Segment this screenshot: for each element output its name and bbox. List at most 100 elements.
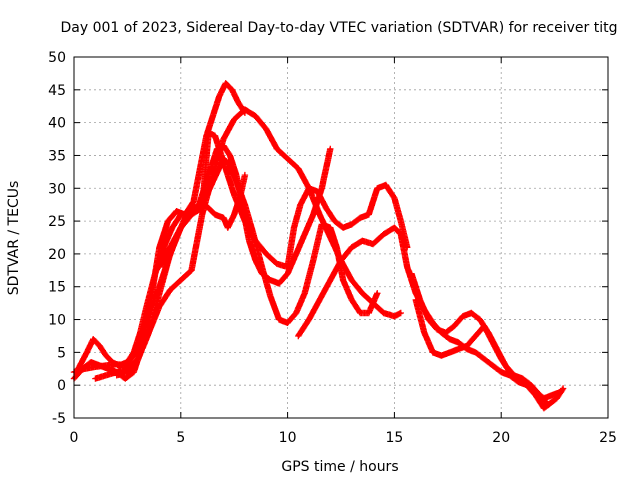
data-point [474,351,477,354]
data-point [294,311,298,315]
series-arc-6 [156,129,411,271]
y-tick-label: 30 [48,181,66,197]
data-point [500,357,503,361]
y-tick-label: 20 [48,247,66,263]
data-point [297,334,300,338]
data-point [243,219,247,223]
data-point [367,213,370,216]
data-point [371,301,375,305]
data-point [491,364,494,367]
data-point [339,259,343,262]
data-point [561,387,565,390]
data-point [277,282,281,285]
data-point [500,370,503,374]
data-point [211,114,215,118]
data-point [265,252,268,256]
data-point [478,318,482,321]
data-point [98,364,101,367]
y-tick-label: 45 [48,83,66,99]
data-point [132,351,136,354]
data-point [297,167,300,170]
data-point [235,180,238,183]
data-point [399,219,403,223]
data-point [166,219,170,223]
data-point [168,288,172,292]
data-point [211,173,215,177]
data-point [444,331,447,334]
x-tick-label: 10 [279,430,297,446]
y-tick-label: 10 [48,313,66,329]
data-point [254,239,257,242]
data-point [89,361,93,364]
data-point [414,298,417,302]
data-point [457,341,460,344]
data-point [265,128,268,131]
chart-title: Day 001 of 2023, Sidereal Day-to-day VTE… [61,20,618,36]
x-tick-label: 5 [176,430,185,446]
data-point [126,361,129,364]
data-point [299,203,302,206]
data-point [376,292,379,295]
data-point [427,318,430,321]
data-point [179,278,182,282]
data-point [269,295,272,298]
data-point [307,187,311,190]
data-point [453,324,456,328]
data-point [230,88,234,92]
y-tick-label: 0 [57,378,66,394]
data-point [382,233,385,236]
data-point [393,196,396,200]
data-point [132,370,136,374]
data-point [418,298,422,302]
data-point [275,262,279,265]
data-point [149,298,153,302]
data-point [228,154,232,157]
data-point [207,206,210,210]
data-point [406,265,409,269]
data-point [111,361,114,364]
data-point [551,393,554,397]
data-point [124,377,127,380]
data-point [470,311,473,315]
data-point [260,265,264,269]
data-point [482,357,486,361]
data-point [92,338,95,341]
data-point [233,118,236,121]
data-point [350,223,353,226]
data-point [292,226,296,229]
data-point [448,351,452,354]
data-point [474,334,477,338]
data-point [399,233,403,236]
data-point [106,367,110,370]
data-point [371,242,375,246]
data-point [457,347,460,351]
data-point [333,219,336,223]
data-point [198,167,202,170]
data-point [534,393,537,397]
x-tick-label: 0 [70,430,79,446]
data-point [393,226,396,229]
data-point [551,400,554,403]
data-point [320,187,323,190]
series-arc-5 [113,106,404,379]
data-point [200,206,204,210]
data-point [410,272,413,275]
data-point [158,292,161,295]
data-point [207,131,210,134]
data-point [461,315,464,318]
data-point [98,344,101,347]
x-axis-label: GPS time / hours [281,459,398,475]
data-point [329,278,332,282]
data-point [431,351,435,354]
x-tick-label: 20 [492,430,510,446]
data-point [243,203,247,206]
data-point [318,298,321,302]
data-point [382,311,385,315]
data-point [277,318,281,321]
data-point [517,377,520,380]
data-point [286,265,289,269]
y-tick-label: 40 [48,116,66,132]
data-point [247,239,251,242]
data-point [482,324,486,328]
data-point [190,269,193,272]
